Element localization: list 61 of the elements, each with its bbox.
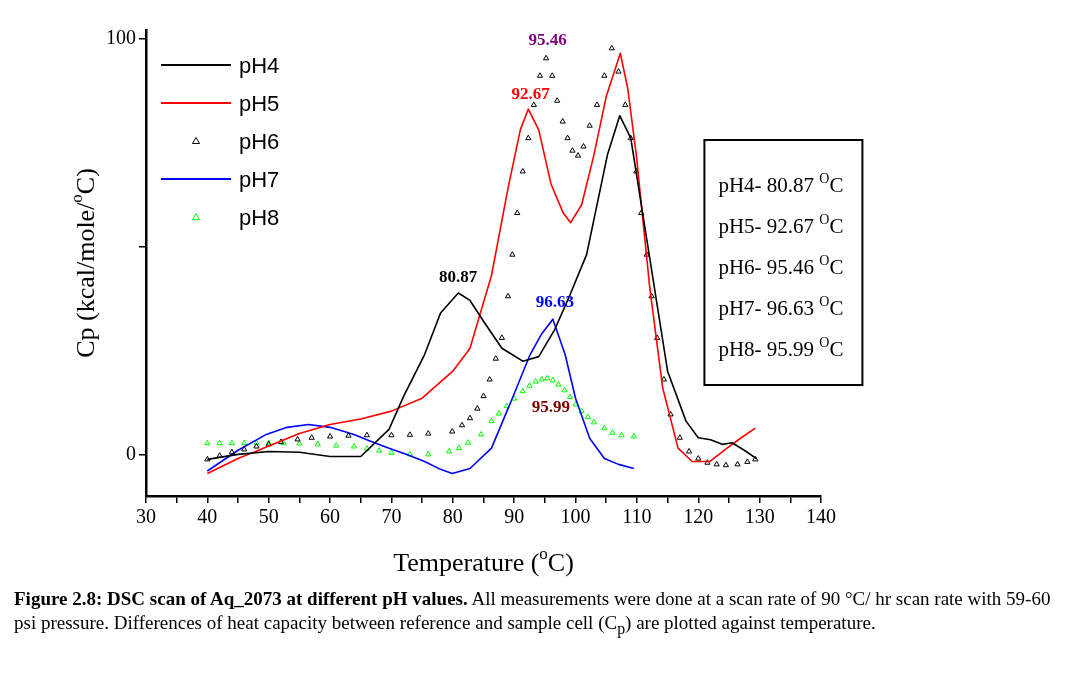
- point: [446, 447, 453, 454]
- point: [549, 376, 556, 383]
- point: [526, 382, 533, 388]
- point: [216, 439, 223, 446]
- point: [601, 424, 608, 431]
- annotation: 95.46: [528, 29, 567, 49]
- legend-label: pH4: [239, 53, 280, 79]
- x-tick-label: 100: [560, 505, 591, 528]
- point: [618, 431, 625, 438]
- point: [584, 413, 591, 419]
- x-tick-label: 30: [136, 505, 156, 528]
- point: [495, 410, 502, 416]
- point: [465, 439, 472, 445]
- x-tick-label: 120: [683, 505, 714, 528]
- point: [503, 402, 510, 409]
- caption: Figure 2.8: DSC scan of Aq_2073 at different pH values. All measurements were done at a scan rate of 90 °C/ hr scan rate with 59-60 psi pressure. Differences of heat capacity between reference and sample cell (C$_{p}$) are plotted against temperature.: [13, 587, 1052, 640]
- x-tick-label: 40: [197, 505, 218, 528]
- y-axis-title: Cp (kcal/mole/oC): [67, 168, 100, 358]
- point: [519, 387, 526, 394]
- point: [204, 439, 211, 446]
- point: [455, 444, 463, 451]
- x-tick-label: 90: [504, 505, 525, 528]
- legend-label: pH5: [239, 91, 280, 117]
- point: [376, 447, 383, 453]
- x-tick-label: 110: [622, 505, 652, 528]
- point: [561, 386, 568, 393]
- point: [488, 417, 495, 424]
- point: [425, 450, 432, 457]
- annotation: 80.87: [439, 267, 478, 287]
- point: [350, 442, 358, 449]
- legend-label: pH8: [239, 205, 280, 231]
- point: [630, 433, 637, 439]
- point: [555, 380, 562, 387]
- y-tick-label: 0: [126, 441, 136, 464]
- point: [572, 400, 579, 407]
- x-tick-label: 130: [744, 505, 775, 528]
- legend-label: pH7: [239, 167, 280, 193]
- point: [590, 418, 598, 425]
- point: [578, 407, 585, 414]
- point: [363, 445, 371, 451]
- annotation: 92.67: [511, 84, 551, 104]
- point: [511, 395, 518, 401]
- point: [228, 439, 236, 446]
- x-tick-label: 60: [320, 505, 341, 528]
- point: [333, 442, 340, 448]
- point: [241, 439, 248, 446]
- point: [544, 374, 551, 381]
- x-tick-label: 80: [442, 505, 463, 528]
- point: [477, 430, 485, 437]
- x-tick-label: 70: [381, 505, 402, 528]
- point: [532, 378, 539, 384]
- point: [566, 393, 574, 399]
- point: [388, 449, 395, 455]
- point: [314, 440, 321, 447]
- annotation: 95.99: [531, 397, 571, 417]
- point: [538, 376, 545, 382]
- point: [296, 440, 303, 446]
- x-tick-label: 50: [258, 505, 279, 528]
- point: [609, 429, 616, 435]
- legend-label: pH6: [239, 129, 280, 155]
- x-tick-label: 140: [806, 505, 836, 528]
